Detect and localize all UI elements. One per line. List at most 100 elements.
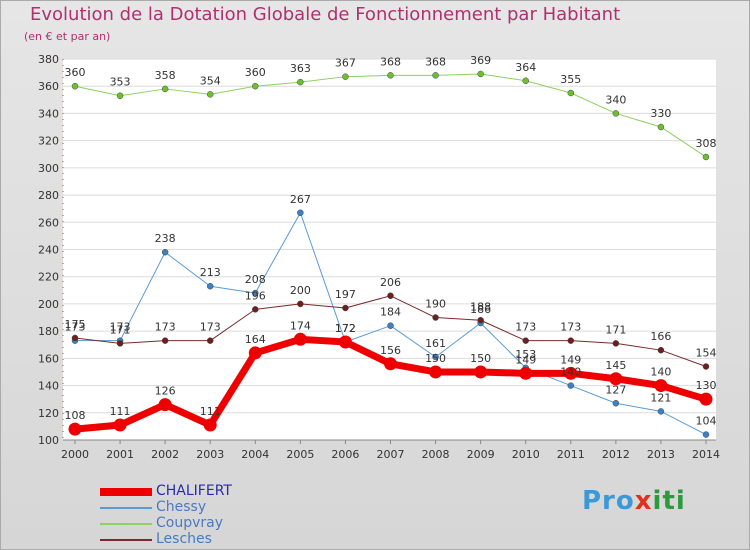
data-label-lesches: 173 — [155, 321, 176, 334]
y-tick-label: 160 — [38, 352, 59, 365]
data-label-lesches: 200 — [290, 284, 311, 297]
proxiti-logo: Proxiti — [582, 486, 686, 516]
data-point-coupvray — [612, 110, 620, 117]
data-label-coupvray: 360 — [65, 66, 86, 79]
data-label-lesches: 175 — [65, 318, 86, 331]
data-point-chalifert — [68, 422, 82, 436]
data-label-chessy: 238 — [155, 232, 176, 245]
data-label-chalifert: 149 — [515, 353, 536, 366]
data-point-chalifert — [519, 366, 533, 380]
data-point-lesches — [387, 292, 394, 300]
data-label-chalifert: 111 — [110, 405, 131, 418]
data-label-chessy: 184 — [380, 306, 401, 319]
data-point-chalifert — [654, 379, 668, 393]
x-tick-label: 2013 — [647, 448, 675, 461]
data-point-lesches — [252, 306, 259, 313]
chart-title: Evolution de la Dotation Globale de Fonc… — [30, 4, 621, 25]
data-point-chessy — [567, 382, 575, 389]
data-label-chessy: 186 — [470, 303, 491, 316]
data-point-chessy — [161, 248, 169, 256]
data-label-chalifert: 111 — [200, 405, 221, 418]
legend-label-chalifert: CHALIFERT — [156, 483, 232, 499]
data-point-chessy — [297, 209, 304, 217]
data-point-coupvray — [477, 70, 484, 78]
y-tick-label: 140 — [38, 380, 59, 393]
data-label-chessy: 161 — [425, 337, 446, 350]
legend-label-chessy: Chessy — [156, 499, 207, 515]
data-point-lesches — [702, 363, 710, 370]
data-label-chalifert: 150 — [470, 352, 491, 365]
x-tick-label: 2008 — [422, 448, 450, 461]
data-label-coupvray: 368 — [380, 55, 401, 68]
data-point-coupvray — [522, 77, 529, 85]
data-point-coupvray — [387, 72, 394, 79]
data-label-chalifert: 140 — [650, 366, 671, 379]
y-tick-label: 360 — [38, 80, 59, 93]
logo-part-x: x — [634, 486, 653, 516]
legend-label-lesches: Lesches — [156, 531, 212, 547]
x-tick-label: 2010 — [512, 448, 540, 461]
data-point-chalifert — [609, 372, 623, 386]
y-tick-label: 240 — [38, 244, 59, 257]
data-point-lesches — [206, 337, 214, 344]
data-point-chessy — [657, 408, 665, 415]
data-point-lesches — [477, 317, 484, 324]
data-point-chessy — [387, 322, 394, 329]
data-label-lesches: 190 — [425, 298, 446, 311]
data-point-coupvray — [567, 89, 575, 97]
data-point-chalifert — [474, 365, 488, 379]
data-label-chessy: 173 — [110, 321, 131, 334]
x-tick-label: 2011 — [557, 448, 585, 461]
x-tick-label: 2001 — [106, 448, 134, 461]
data-point-chalifert — [203, 418, 217, 432]
data-label-lesches: 154 — [696, 347, 717, 360]
data-point-coupvray — [252, 82, 259, 90]
data-point-coupvray — [342, 73, 349, 80]
x-tick-label: 2004 — [241, 448, 269, 461]
data-point-chalifert — [699, 392, 713, 406]
data-point-chessy — [702, 431, 710, 438]
chart-subtitle: (en € et par an) — [24, 30, 111, 43]
x-tick-label: 2000 — [61, 448, 89, 461]
data-point-lesches — [432, 314, 439, 321]
data-label-coupvray: 363 — [290, 62, 311, 75]
data-label-chessy: 127 — [605, 383, 626, 396]
data-label-coupvray: 368 — [425, 55, 446, 68]
data-point-coupvray — [161, 85, 169, 93]
data-label-chessy: 121 — [650, 391, 671, 404]
data-label-lesches: 166 — [650, 330, 671, 343]
logo-part-pro: Pro — [582, 486, 635, 516]
data-point-coupvray — [432, 72, 439, 79]
data-label-chalifert: 172 — [335, 322, 356, 335]
data-label-coupvray: 369 — [470, 54, 491, 67]
data-point-chalifert — [113, 418, 127, 432]
data-point-lesches — [342, 304, 349, 312]
data-point-chalifert — [338, 335, 352, 349]
data-label-lesches: 173 — [515, 321, 536, 334]
data-label-chessy: 140 — [560, 366, 581, 379]
x-tick-label: 2002 — [151, 448, 179, 461]
data-point-coupvray — [657, 123, 665, 131]
y-tick-label: 280 — [38, 189, 59, 202]
data-point-coupvray — [71, 82, 79, 90]
data-label-lesches: 171 — [110, 323, 131, 336]
data-point-chalifert — [564, 366, 578, 380]
data-label-lesches: 173 — [200, 321, 221, 334]
data-point-lesches — [612, 340, 620, 347]
x-tick-label: 2003 — [196, 448, 224, 461]
data-label-coupvray: 340 — [605, 93, 626, 106]
data-label-coupvray: 360 — [245, 66, 266, 79]
data-point-chalifert — [158, 398, 172, 412]
data-label-coupvray: 353 — [110, 76, 131, 89]
data-label-lesches: 196 — [245, 289, 266, 302]
data-point-coupvray — [116, 92, 124, 99]
data-point-lesches — [297, 300, 304, 308]
y-tick-label: 180 — [38, 325, 59, 338]
data-point-chessy — [432, 353, 439, 361]
x-tick-label: 2014 — [692, 448, 720, 461]
data-point-chalifert — [384, 357, 397, 371]
y-tick-label: 340 — [38, 107, 59, 120]
data-point-lesches — [116, 340, 124, 347]
data-label-lesches: 171 — [605, 323, 626, 336]
